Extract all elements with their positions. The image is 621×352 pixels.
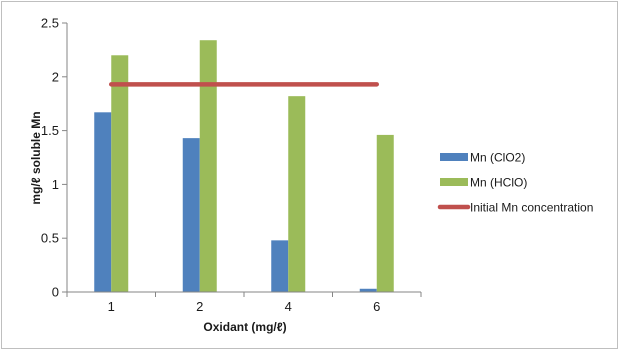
y-tick-label: 0.5	[41, 231, 59, 246]
x-tick-label: 2	[196, 299, 203, 314]
bar	[288, 96, 306, 292]
x-tick-label: 6	[373, 299, 380, 314]
y-tick-label: 1	[52, 177, 59, 192]
legend-swatch	[440, 153, 468, 161]
y-tick-label: 1.5	[41, 123, 59, 138]
y-tick-label: 2	[52, 69, 59, 84]
x-axis-ticks: 1 2 4 6	[66, 292, 422, 314]
bar	[111, 55, 129, 292]
bar	[359, 288, 377, 292]
y-tick-label: 2.5	[41, 16, 59, 31]
legend-swatch	[440, 178, 468, 186]
bar	[271, 240, 289, 292]
y-tick-label: 0	[52, 285, 59, 300]
bar	[376, 134, 394, 292]
legend-label: Mn (ClO2)	[470, 151, 525, 165]
bar	[199, 40, 217, 292]
legend-label: Initial Mn concentration	[470, 201, 593, 215]
legend-label: Mn (HClO)	[470, 176, 527, 190]
y-axis-ticks: 0 0.5 1 1.5 2 2.5	[41, 16, 67, 300]
bars	[94, 40, 394, 292]
x-axis-title: Oxidant (mg/ℓ)	[203, 320, 286, 334]
legend: Mn (ClO2) Mn (HClO) Initial Mn concentrati…	[437, 151, 593, 215]
bar	[94, 112, 112, 292]
x-tick-label: 1	[108, 299, 115, 314]
y-axis-title: mg/ℓ soluble Mn	[29, 111, 43, 204]
x-tick-label: 4	[285, 299, 292, 314]
bar	[182, 138, 200, 292]
